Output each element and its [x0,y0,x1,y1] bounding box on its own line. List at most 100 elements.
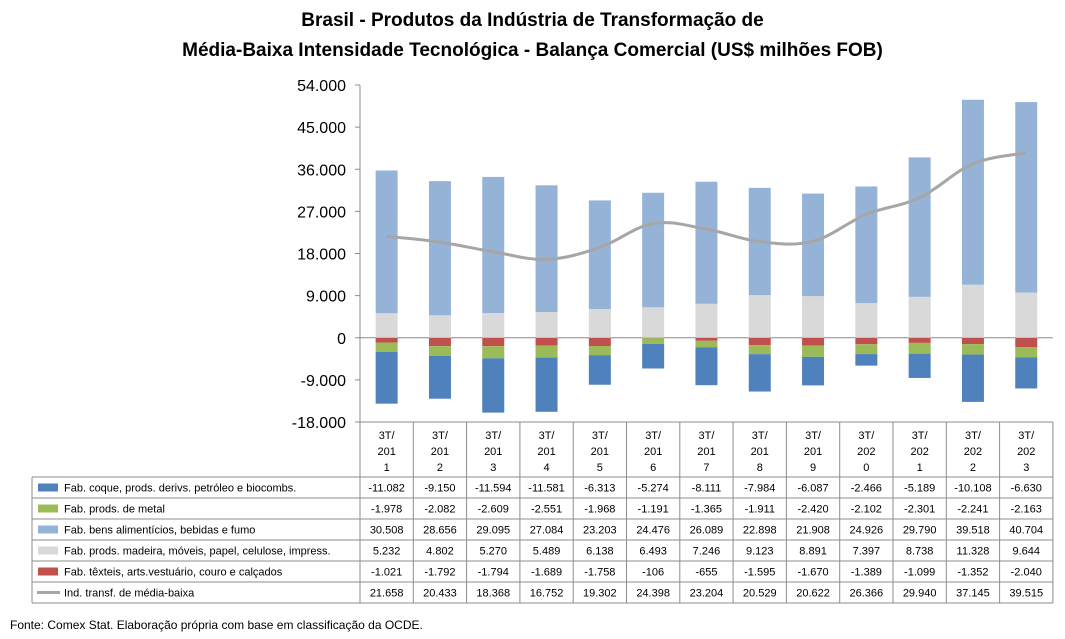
bar-segment [908,342,931,354]
data-value-cell: 6.138 [586,546,614,558]
data-value-cell: 21.908 [796,525,830,537]
bar-segment [642,192,665,308]
data-value-cell: 4.802 [426,546,454,558]
data-value-cell: -1.021 [371,567,402,579]
x-tick-label: 1 [917,462,923,474]
data-value-cell: 23.203 [583,525,617,537]
bar-segment [428,315,451,338]
x-tick-label: 201 [591,446,609,458]
data-value-cell: -2.102 [851,504,882,516]
data-value-cell: 8.891 [799,546,827,558]
bar-segment [1015,102,1038,293]
bar-segment [1015,337,1038,348]
bar-segment [588,345,611,356]
x-tick-label: 3T/ [432,430,449,442]
bar-segment [961,337,984,345]
x-tick-label: 202 [964,446,982,458]
bar-segment [695,347,718,386]
x-tick-label: 3T/ [592,430,609,442]
data-value-cell: 9.123 [746,546,774,558]
x-tick-label: 201 [377,446,395,458]
bar-segment [1015,347,1038,358]
x-tick-label: 3T/ [912,430,929,442]
data-value-cell: -1.389 [851,567,882,579]
legend-key [38,546,58,555]
data-value-cell: -2.420 [797,504,828,516]
bar-segment [375,170,398,314]
bar-segment [908,157,931,297]
x-tick-label: 3T/ [965,430,982,442]
chart-title-line-1: Brasil - Produtos da Indústria de Transf… [301,10,764,31]
data-value-cell: -655 [695,567,717,579]
x-tick-label: 3T/ [379,430,396,442]
bar-segment [961,284,984,338]
legend-key [38,525,58,534]
bar-segment [961,344,984,355]
x-tick-label: 201 [484,446,502,458]
x-tick-label: 4 [543,462,549,474]
source-note: Fonte: Comex Stat. Elaboração própria co… [10,618,423,632]
data-value-cell: -1.670 [797,567,828,579]
bar-segment [855,303,878,338]
data-value-cell: 28.656 [423,525,457,537]
x-tick-label: 9 [810,462,816,474]
legend-label: Fab. bens alimentícios, bebidas e fumo [64,525,255,537]
y-tick-label: -18.000 [292,415,346,432]
legend-label: Fab. têxteis, arts.vestuário, couro e ca… [64,567,283,579]
x-tick-label: 2 [970,462,976,474]
x-tick-label: 1 [384,462,390,474]
data-value-cell: -1.794 [478,567,509,579]
data-value-cell: -1.365 [691,504,722,516]
bar-segment [748,345,771,355]
y-tick-label: 45.000 [297,120,346,137]
legend-key [38,483,58,492]
data-value-cell: 8.738 [906,546,934,558]
bar-segment [802,193,825,297]
x-tick-label: 201 [751,446,769,458]
bar-segment [482,358,505,413]
x-tick-label: 201 [644,446,662,458]
bar-segment [748,337,771,346]
data-value-cell: 26.366 [850,588,884,600]
data-value-cell: -2.301 [904,504,935,516]
bar-segment [482,346,505,359]
data-value-cell: 5.489 [533,546,561,558]
x-tick-label: 201 [697,446,715,458]
bar-segment [802,296,825,338]
data-value-cell: 22.898 [743,525,777,537]
bar-segment [642,343,665,369]
data-value-cell: 21.658 [370,588,404,600]
data-value-cell: 39.515 [1009,588,1043,600]
bar-segment [535,337,558,346]
data-value-cell: 30.508 [370,525,404,537]
data-value-cell: 29.940 [903,588,937,600]
data-value-cell: -10.108 [954,483,991,495]
x-tick-label: 3T/ [858,430,875,442]
data-value-cell: 20.529 [743,588,777,600]
x-tick-label: 201 [537,446,555,458]
x-tick-label: 7 [703,462,709,474]
bar-segment [855,337,878,345]
data-value-cell: 18.368 [476,588,510,600]
bar-segment [802,345,825,357]
data-value-cell: -1.099 [904,567,935,579]
y-tick-label: 18.000 [297,247,346,264]
data-value-cell: 9.644 [1012,546,1040,558]
data-value-cell: -2.163 [1011,504,1042,516]
x-tick-label: 6 [650,462,656,474]
legend-key [38,504,58,513]
data-value-cell: 5.270 [479,546,507,558]
chart-title-line-2: Média-Baixa Intensidade Tecnológica - Ba… [182,40,883,61]
bar-segment [908,353,931,378]
x-tick-label: 2 [437,462,443,474]
bar-segment [535,357,558,412]
data-value-cell: -1.978 [371,504,402,516]
bar-segment [535,345,558,358]
data-value-cell: 6.493 [639,546,667,558]
bar-segment [695,340,718,348]
bar-segment [428,181,451,316]
data-value-cell: -5.274 [638,483,669,495]
bar-segment [642,307,665,338]
data-value-cell: -2.082 [424,504,455,516]
bar-segment [535,312,558,338]
